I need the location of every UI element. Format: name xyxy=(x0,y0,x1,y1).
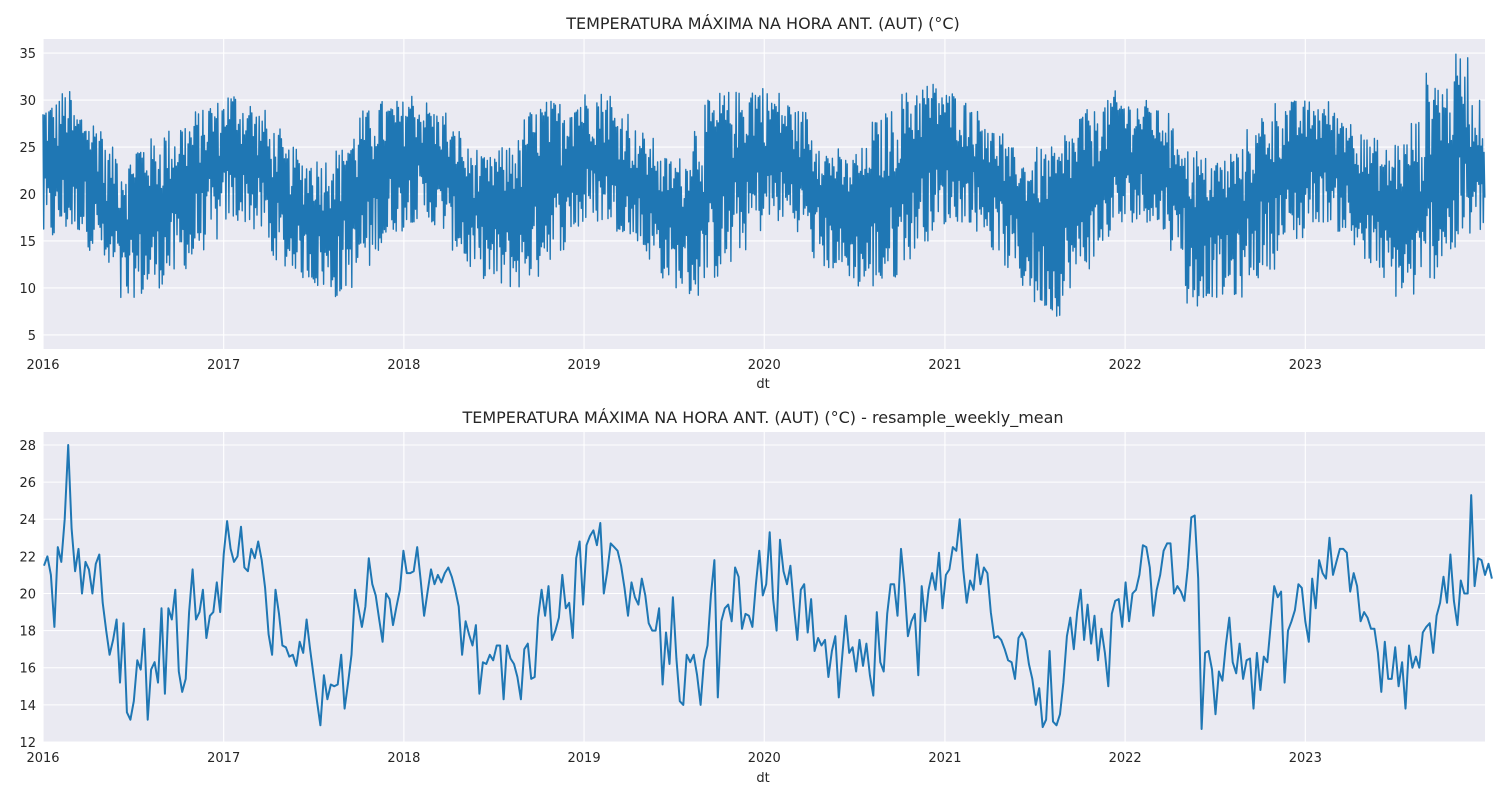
y-tick-label: 14 xyxy=(19,699,36,714)
x-tick-label: 2023 xyxy=(1289,358,1322,373)
x-axis-label: dt xyxy=(756,771,769,786)
x-tick-label: 2020 xyxy=(748,358,781,373)
y-tick-label: 20 xyxy=(19,188,36,203)
series-line xyxy=(43,444,1493,730)
y-tick-label: 35 xyxy=(19,47,36,62)
x-tick-label: 2019 xyxy=(568,751,601,766)
x-tick-label: 2017 xyxy=(207,751,240,766)
gridlines xyxy=(42,432,1485,743)
y-tick-label: 30 xyxy=(19,94,36,109)
series-lines xyxy=(42,53,1486,317)
series-lines xyxy=(43,444,1493,730)
chart-title: TEMPERATURA MÁXIMA NA HORA ANT. (AUT) (°… xyxy=(565,14,960,33)
x-tick-label: 2023 xyxy=(1289,751,1322,766)
x-tick-label: 2022 xyxy=(1109,751,1142,766)
y-tick-label: 10 xyxy=(19,282,36,297)
x-tick-label: 2017 xyxy=(207,358,240,373)
y-tick-label: 25 xyxy=(19,141,36,156)
y-tick-label: 20 xyxy=(19,587,36,602)
x-tick-labels: 2016 2017 2018 2019 2020 2021 2022 2023 xyxy=(26,358,1321,373)
x-tick-label: 2020 xyxy=(748,751,781,766)
x-tick-label: 2016 xyxy=(26,358,59,373)
y-tick-label: 16 xyxy=(19,662,36,677)
y-tick-label: 18 xyxy=(19,625,36,640)
x-tick-label: 2021 xyxy=(928,751,961,766)
x-axis-label: dt xyxy=(756,377,769,392)
x-tick-label: 2022 xyxy=(1109,358,1142,373)
x-tick-labels: 2016 2017 2018 2019 2020 2021 2022 2023 xyxy=(26,751,1321,766)
chart-panel-hourly: TEMPERATURA MÁXIMA NA HORA ANT. (AUT) (°… xyxy=(19,14,1486,392)
y-tick-label: 15 xyxy=(19,235,36,250)
x-tick-label: 2018 xyxy=(387,358,420,373)
y-tick-label: 12 xyxy=(19,736,36,751)
y-tick-labels: 12 14 16 18 20 22 24 26 28 xyxy=(19,439,36,751)
y-tick-label: 22 xyxy=(19,550,36,565)
y-tick-label: 5 xyxy=(28,329,36,344)
chart-title: TEMPERATURA MÁXIMA NA HORA ANT. (AUT) (°… xyxy=(461,408,1063,428)
x-tick-label: 2016 xyxy=(26,751,59,766)
y-tick-labels: 5 10 15 20 25 30 35 xyxy=(19,47,36,344)
chart-panel-weekly: TEMPERATURA MÁXIMA NA HORA ANT. (AUT) (°… xyxy=(19,408,1493,786)
y-tick-label: 28 xyxy=(19,439,36,454)
y-tick-label: 24 xyxy=(19,513,36,528)
x-tick-label: 2021 xyxy=(928,358,961,373)
y-tick-label: 26 xyxy=(19,476,36,491)
x-tick-label: 2019 xyxy=(568,358,601,373)
x-tick-label: 2018 xyxy=(387,751,420,766)
series-line xyxy=(42,53,1486,317)
